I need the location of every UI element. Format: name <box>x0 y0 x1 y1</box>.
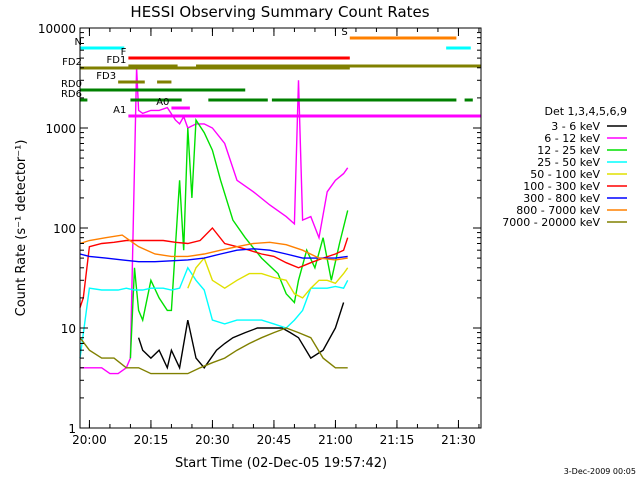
legend-label-6: 100 - 300 keV <box>523 180 600 193</box>
x-tick-label: 21:00 <box>318 433 353 447</box>
flag-label-fd2: FD2 <box>62 57 82 68</box>
x-tick-label: 20:00 <box>72 433 107 447</box>
x-axis-label: Start Time (02-Dec-05 19:57:42) <box>175 456 387 471</box>
flag-label-fd3: FD3 <box>96 71 116 82</box>
x-tick-label: 20:15 <box>134 433 169 447</box>
y-tick-label: 1000 <box>45 122 76 136</box>
flag-label-a0: A0 <box>156 97 169 108</box>
legend-label-9: 7000 - 20000 keV <box>502 216 600 229</box>
y-tick-label: 100 <box>53 222 76 236</box>
series-line-3 <box>129 117 349 359</box>
legend-label-5: 50 - 100 keV <box>530 168 600 181</box>
y-tick-label: 10000 <box>38 22 76 36</box>
flag-label-fd1: FD1 <box>107 55 127 66</box>
series-line-8 <box>79 234 348 261</box>
footer-timestamp: 3-Dec-2009 00:05 <box>564 467 636 476</box>
legend-label-2: 6 - 12 keV <box>544 132 600 145</box>
y-axis-label: Count Rate (s⁻¹ detector⁻¹) <box>14 140 29 317</box>
series-line-2 <box>80 67 349 375</box>
series-line-7 <box>79 248 348 263</box>
series-line-5 <box>187 256 349 299</box>
legend-label-8: 800 - 7000 keV <box>516 204 600 217</box>
series-line-9 <box>79 327 348 375</box>
x-tick-label: 21:30 <box>441 433 476 447</box>
legend-title: Det 1,3,4,5,6,9 <box>544 105 627 118</box>
legend-label-7: 300 - 800 keV <box>523 192 600 205</box>
y-tick-label: 10 <box>61 322 76 336</box>
flag-label-rd6: RD6 <box>61 89 82 100</box>
flag-label-s: S <box>341 27 347 38</box>
y-tick-label: 1 <box>68 422 76 436</box>
series-line-1 <box>137 302 345 371</box>
series-line-6 <box>79 226 349 308</box>
legend-label-4: 25 - 50 keV <box>537 156 600 169</box>
flag-label-f: F <box>121 47 127 58</box>
x-tick-label: 20:45 <box>257 433 292 447</box>
x-tick-label: 21:15 <box>380 433 415 447</box>
chart-title: HESSI Observing Summary Count Rates <box>130 3 429 21</box>
flag-label-rd0: RD0 <box>61 79 82 90</box>
x-tick-label: 20:30 <box>195 433 230 447</box>
flag-label-a1: A1 <box>113 105 126 116</box>
axes: 20:00 20:15 20:30 20:45 21:00 21:15 21:30 1 10 10… <box>38 22 481 447</box>
legend-label-1: 3 - 6 keV <box>551 120 600 133</box>
series-line-4 <box>79 266 349 359</box>
flag-label-n: N <box>75 37 82 48</box>
legend-label-3: 12 - 25 keV <box>537 144 600 157</box>
